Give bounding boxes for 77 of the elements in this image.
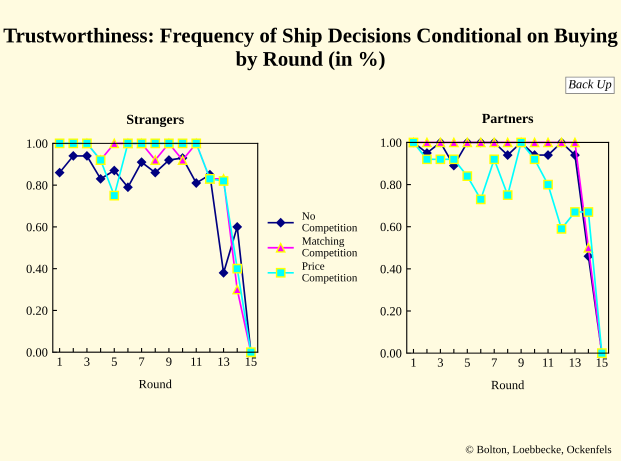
x-tick-label: 9: [518, 358, 524, 367]
x-tick-label: 11: [543, 358, 554, 367]
point: [178, 138, 188, 148]
point: [448, 154, 459, 164]
x-tick-label: 11: [191, 357, 202, 366]
point: [82, 151, 92, 161]
legend-label: Matching Competition: [302, 236, 358, 259]
point: [584, 207, 594, 217]
point: [556, 224, 566, 234]
y-tick-label: 1.00: [27, 139, 48, 148]
point: [232, 222, 242, 232]
x-tick-label: 3: [438, 358, 444, 367]
y-tick-label: 0.20: [380, 307, 402, 316]
point: [422, 138, 432, 148]
x-tick-label: 15: [596, 358, 608, 367]
text: © Bolton, Loebbecke, Ockenfels: [466, 445, 612, 455]
point: [123, 182, 133, 192]
x-tick-label: 15: [246, 357, 257, 366]
x-tick-label: 13: [218, 357, 230, 366]
y-tick-label: 0.20: [26, 306, 48, 315]
point: [448, 138, 459, 148]
y-tick-label: 0.00: [26, 348, 48, 357]
point: [530, 138, 540, 148]
x-tick-label: 13: [570, 358, 581, 367]
chart-title: Partners: [482, 114, 534, 124]
point: [543, 150, 553, 160]
y-tick-label: 0.00: [380, 349, 402, 358]
y-tick-label: 1.00: [381, 138, 402, 147]
point: [502, 190, 513, 200]
point: [543, 138, 553, 148]
point: [150, 168, 160, 178]
point: [436, 154, 446, 164]
point: [150, 155, 160, 165]
y-tick-label: 0.80: [380, 180, 402, 190]
x-tick-label: 1: [411, 358, 416, 367]
y-tick-label: 0.60: [380, 222, 402, 232]
point: [503, 150, 512, 160]
point: [54, 168, 64, 178]
y-tick-label: 0.40: [26, 264, 48, 274]
x-axis-title: Round: [138, 380, 172, 388]
point: [489, 154, 500, 164]
y-tick-label: 0.60: [26, 222, 48, 232]
chart-title: Strangers: [127, 114, 184, 127]
point: [164, 155, 174, 165]
point: [476, 194, 486, 204]
point: [232, 284, 242, 294]
text: Back Up: [568, 80, 612, 91]
point: [422, 154, 432, 164]
x-axis-title: Round: [491, 380, 524, 390]
x-tick-label: 7: [492, 358, 497, 367]
x-tick-label: 9: [166, 357, 172, 366]
point: [570, 207, 580, 217]
point: [218, 268, 228, 278]
x-tick-label: 5: [112, 358, 117, 366]
y-tick-label: 0.80: [26, 181, 48, 190]
text: Trustworthiness: Frequency of Ship Decisions Conditional on Buying by Round (in %): [4, 28, 618, 70]
point: [218, 176, 228, 186]
point: [192, 178, 201, 188]
point: [109, 138, 120, 148]
y-tick-label: 0.40: [380, 264, 402, 274]
point: [232, 264, 242, 274]
point: [96, 174, 106, 184]
x-tick-label: 7: [139, 358, 144, 366]
point: [530, 154, 540, 164]
x-tick-label: 3: [84, 357, 90, 366]
point: [110, 166, 119, 176]
legend-label: Price Competition: [302, 262, 358, 284]
point: [570, 138, 580, 148]
point: [136, 158, 146, 167]
legend-label: No Competition: [302, 212, 358, 234]
point: [543, 180, 553, 190]
point: [502, 138, 513, 148]
x-tick-label: 1: [58, 357, 62, 366]
point: [109, 190, 120, 200]
x-tick-label: 5: [464, 358, 470, 367]
point: [462, 171, 472, 182]
point: [68, 151, 78, 161]
